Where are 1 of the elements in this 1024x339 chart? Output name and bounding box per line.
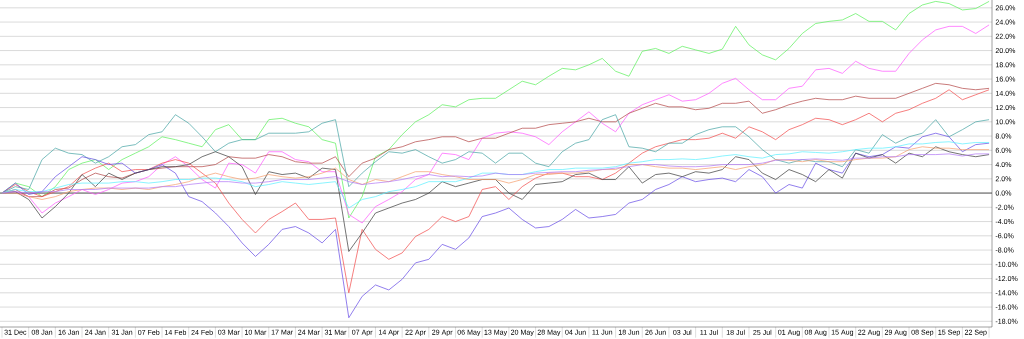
line-series (1, 132, 990, 319)
